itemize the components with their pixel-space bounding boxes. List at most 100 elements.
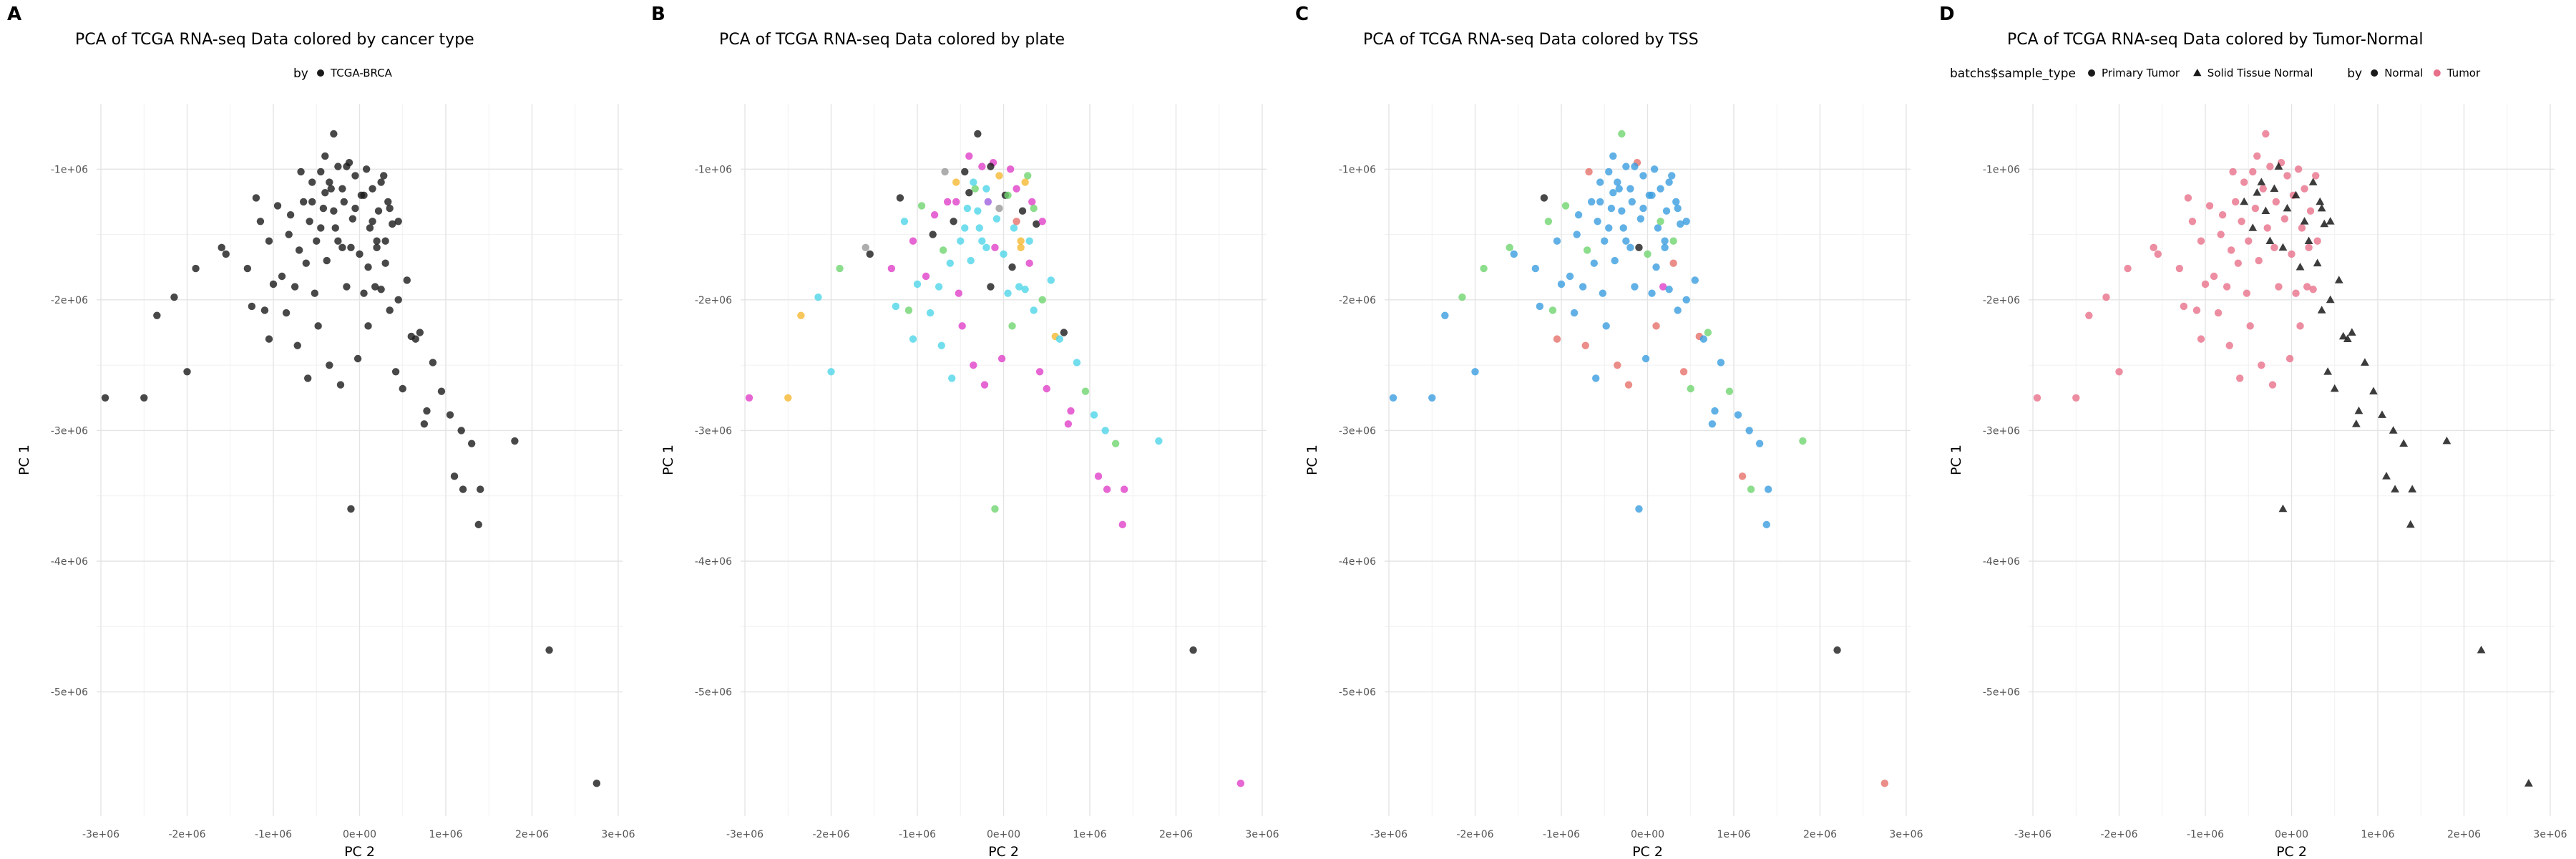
data-point (314, 322, 322, 330)
data-point (982, 243, 990, 252)
data-point (1641, 354, 1650, 363)
data-point (2442, 436, 2451, 445)
data-point (252, 194, 260, 202)
data-point (1553, 335, 1561, 343)
legend-key-circle (317, 69, 324, 77)
data-point (2214, 309, 2223, 317)
data-point (952, 198, 960, 206)
data-point (1008, 263, 1016, 271)
data-point (2283, 172, 2291, 180)
y-tick-label: -5e+06 (1339, 687, 1376, 699)
data-point (1073, 359, 1081, 367)
data-point (334, 237, 342, 245)
data-point (1639, 204, 1647, 213)
data-point (1010, 224, 1018, 232)
data-point (978, 237, 986, 245)
data-point (970, 361, 977, 369)
data-point (2225, 341, 2233, 349)
x-tick-label: -1e+06 (899, 829, 936, 840)
data-point (1609, 188, 1617, 197)
data-point (331, 224, 339, 232)
grid (2029, 104, 2555, 816)
data-point (1047, 276, 1055, 284)
data-point (2249, 168, 2257, 176)
data-point (2150, 243, 2157, 252)
data-point (1574, 210, 1583, 219)
data-point (474, 520, 482, 529)
data-point (965, 152, 973, 160)
data-point (1665, 178, 1673, 186)
data-point (302, 259, 310, 267)
data-point (1006, 165, 1015, 173)
data-point (2255, 256, 2263, 265)
data-point (1090, 411, 1098, 419)
data-point (1038, 296, 1046, 304)
x-tick-label: 1e+06 (1717, 829, 1750, 840)
data-point (2326, 217, 2335, 225)
data-point (1607, 204, 1616, 213)
data-point (1614, 361, 1621, 369)
data-point (353, 354, 362, 363)
data-point (1017, 243, 1025, 252)
data-point (381, 237, 389, 245)
data-point (336, 381, 345, 389)
x-tick-label: -3e+06 (1370, 829, 1407, 840)
data-point (1594, 218, 1601, 225)
data-point (374, 207, 383, 215)
y-tick-label: -2e+06 (1339, 295, 1376, 306)
data-point (896, 194, 904, 202)
y-tick-label: -3e+06 (695, 425, 732, 437)
x-tick-label: -1e+06 (1543, 829, 1580, 840)
data-point (2304, 236, 2313, 245)
data-point (1636, 215, 1645, 223)
data-point (446, 411, 454, 419)
x-axis-title: PC 2 (1632, 844, 1663, 859)
data-point (900, 218, 909, 225)
data-point (2240, 178, 2248, 186)
data-point (943, 198, 952, 206)
data-point (101, 394, 109, 402)
x-tick-label: 2e+06 (515, 829, 549, 840)
data-point (1657, 218, 1664, 225)
x-tick-label: 3e+06 (601, 829, 635, 840)
data-point (1548, 306, 1557, 314)
data-point (1755, 440, 1764, 447)
data-point (222, 250, 230, 258)
data-point (2305, 243, 2313, 252)
data-point (1120, 485, 1128, 493)
data-point (909, 335, 917, 343)
data-point (2201, 280, 2210, 288)
data-point (2266, 162, 2274, 170)
data-point (1155, 437, 1163, 445)
data-points (2033, 130, 2533, 787)
data-point (1094, 472, 1103, 480)
data-point (1599, 289, 1607, 297)
data-point (1531, 264, 1540, 273)
data-point (192, 264, 200, 273)
data-point (904, 306, 913, 314)
data-point (992, 215, 1001, 223)
data-point (866, 250, 874, 258)
data-point (913, 280, 922, 288)
data-point (1631, 283, 1639, 291)
data-point (892, 302, 900, 311)
data-point (1677, 220, 1684, 228)
data-point (2308, 178, 2318, 185)
data-point (2278, 243, 2288, 251)
data-point (2317, 306, 2326, 314)
data-point (2265, 236, 2275, 245)
data-point (459, 485, 467, 493)
x-tick-label: 1e+06 (429, 829, 462, 840)
data-point (862, 243, 869, 252)
data-point (1650, 165, 1659, 173)
data-point (1596, 178, 1604, 186)
data-point (1015, 283, 1023, 291)
data-point (592, 780, 601, 787)
x-tick-label: -2e+06 (168, 829, 205, 840)
data-point (958, 322, 966, 330)
data-point (2115, 368, 2123, 376)
data-point (2085, 311, 2093, 319)
data-point (2246, 322, 2254, 330)
data-point (330, 130, 338, 138)
